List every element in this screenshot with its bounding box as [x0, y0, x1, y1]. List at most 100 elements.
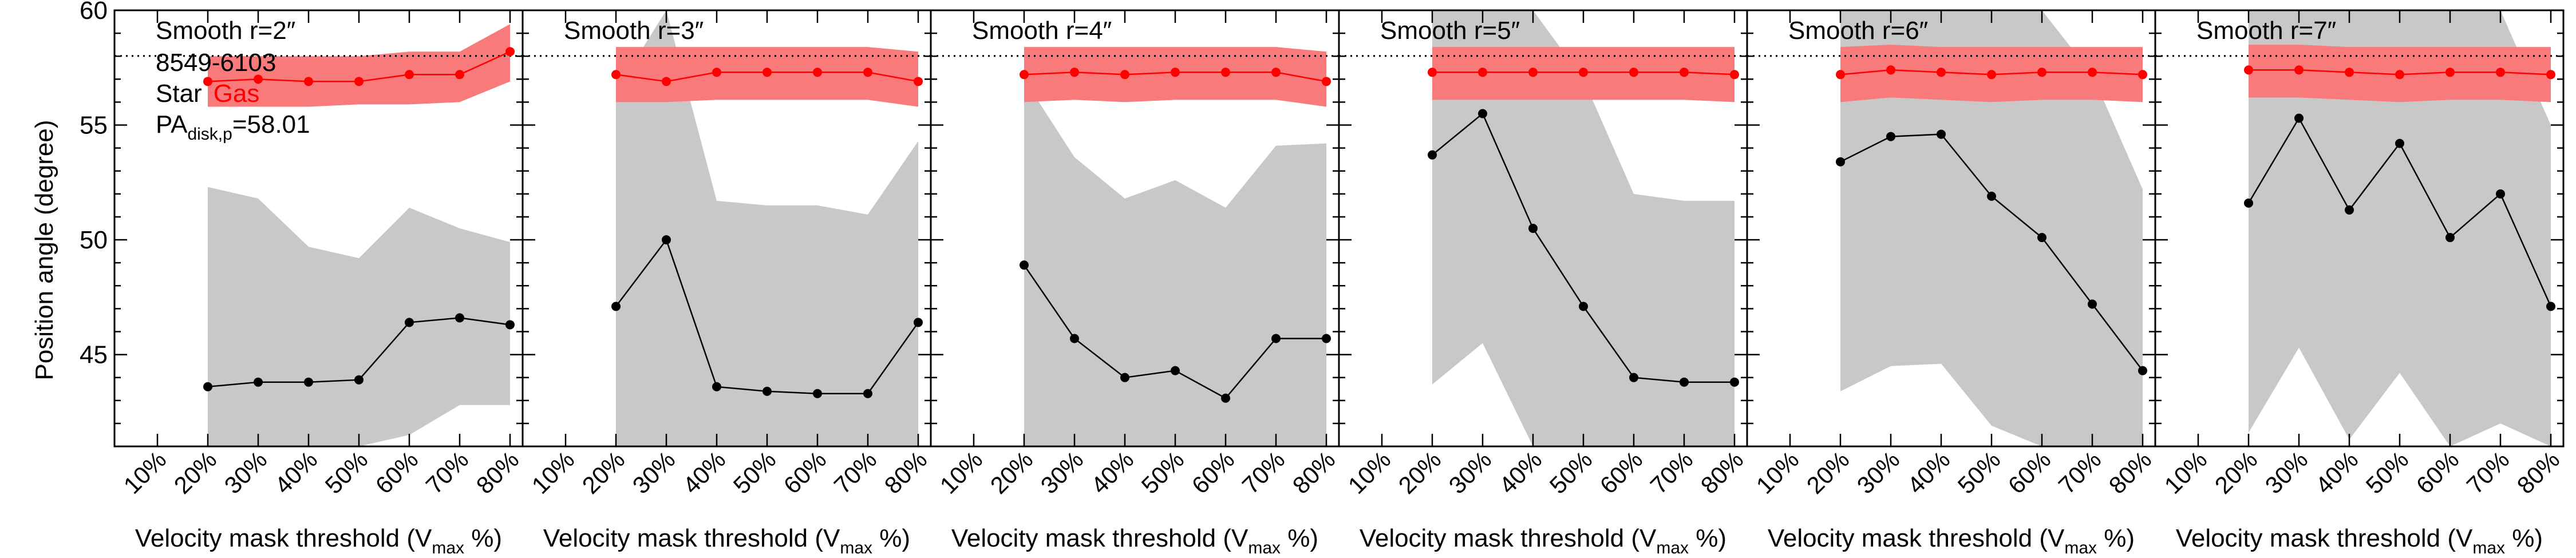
y-axis-label: Position angle (degree) — [30, 120, 58, 381]
panel-title: Smooth r=7″ — [2196, 17, 2336, 45]
chart-panel-5: 10%20%30%40%50%60%70%80% Velocity mask th… — [1746, 9, 2157, 557]
star-data-point — [1579, 302, 1588, 311]
star-data-point — [354, 375, 364, 385]
x-tick-label: 30% — [2260, 446, 2313, 499]
star-data-point — [1528, 224, 1538, 233]
x-tick-label: 40% — [270, 446, 323, 499]
x-tick-label: 60% — [370, 446, 424, 499]
gas-data-point — [1120, 70, 1129, 80]
x-tick-label: 40% — [1494, 446, 1547, 499]
panel-title: Smooth r=2″ — [156, 17, 295, 45]
chart-panel-6: 10%20%30%40%50%60%70%80% Velocity mask th… — [2154, 9, 2565, 557]
star-data-point — [2445, 233, 2455, 243]
gas-data-point — [662, 77, 671, 86]
chart-panel-2: 10%20%30%40%50%60%70%80% Velocity mask th… — [521, 9, 933, 557]
x-tick-label: 50% — [2361, 446, 2414, 499]
star-data-point — [712, 382, 721, 391]
gas-data-point — [1070, 68, 1079, 77]
gas-data-point — [1528, 68, 1538, 77]
star-data-point — [1070, 334, 1079, 343]
gas-data-point — [405, 70, 414, 80]
x-tick-label: 10% — [118, 446, 172, 499]
star-data-point — [1629, 373, 1638, 382]
panel-title: Smooth r=3″ — [564, 17, 704, 45]
gas-data-point — [304, 77, 313, 86]
gas-data-point — [2546, 70, 2555, 80]
star-uncertainty-band — [208, 187, 510, 446]
x-tick-label: 30% — [1036, 446, 1089, 499]
panel-title: Smooth r=6″ — [1788, 17, 1928, 45]
gas-data-point — [1478, 68, 1487, 77]
x-tick-label: 50% — [320, 446, 373, 499]
x-tick-label: 20% — [169, 446, 222, 499]
gas-data-point — [813, 68, 822, 77]
x-tick-label: 80% — [879, 446, 933, 499]
gas-uncertainty-band — [616, 47, 918, 107]
x-tick-label: 70% — [1237, 446, 1290, 499]
x-tick-label: 60% — [1187, 446, 1240, 499]
x-tick-label: 50% — [728, 446, 781, 499]
star-data-point — [762, 386, 772, 396]
x-tick-label: 60% — [779, 446, 832, 499]
chart-panel-1: 45 50 55 60 10%20%30%40%50%60%70%80% Velocity… — [80, 0, 524, 557]
star-data-point — [405, 318, 414, 327]
x-tick-label: 30% — [1444, 446, 1497, 499]
star-data-point — [2345, 205, 2354, 215]
x-tick-label: 80% — [2104, 446, 2157, 499]
gas-data-point — [1271, 68, 1281, 77]
gas-uncertainty-band — [208, 24, 510, 107]
star-data-point — [2088, 299, 2097, 309]
gas-data-point — [455, 70, 464, 80]
star-data-point — [2496, 189, 2505, 199]
star-data-point — [813, 389, 822, 398]
plot-area — [1747, 10, 2155, 446]
x-tick-label: 70% — [421, 446, 474, 499]
star-data-point — [1020, 260, 1029, 270]
x-tick-label: 20% — [577, 446, 630, 499]
gas-data-point — [1171, 68, 1180, 77]
x-axis-label: Velocity mask threshold (Vmax %) — [2176, 524, 2543, 557]
gas-data-point — [2138, 70, 2147, 80]
star-data-point — [2395, 138, 2404, 148]
star-data-point — [611, 302, 621, 311]
x-tick-label: 40% — [1086, 446, 1139, 499]
x-tick-label: 60% — [1595, 446, 1648, 499]
gas-data-point — [1629, 68, 1638, 77]
gas-data-point — [1221, 68, 1230, 77]
gas-legend-label: Gas — [214, 80, 260, 108]
star-data-point — [1171, 366, 1180, 375]
star-data-point — [1987, 191, 1996, 201]
star-data-point — [863, 389, 872, 398]
plot-area — [1339, 10, 1747, 446]
x-tick-label: 40% — [678, 446, 731, 499]
gas-data-point — [712, 68, 721, 77]
gas-data-point — [505, 47, 515, 57]
star-data-point — [2294, 113, 2304, 123]
star-uncertainty-band — [2249, 10, 2551, 446]
x-axis-label: Velocity mask threshold (Vmax %) — [951, 524, 1318, 557]
gas-data-point — [2088, 68, 2097, 77]
star-data-point — [1886, 132, 1895, 141]
gas-data-point — [254, 74, 263, 84]
panels: 4550556010%20%30%40%50%60%70%80%Velocity… — [80, 0, 2565, 557]
star-data-point — [1478, 109, 1487, 118]
x-tick-label: 10% — [527, 446, 580, 499]
star-data-point — [1221, 393, 1230, 403]
gas-data-point — [762, 68, 772, 77]
x-tick-label: 10% — [1751, 446, 1804, 499]
x-tick-label: 40% — [2310, 446, 2364, 499]
gas-data-point — [2445, 68, 2455, 77]
gas-data-point — [1020, 70, 1029, 80]
x-tick-label: 60% — [2003, 446, 2056, 499]
star-uncertainty-band — [1432, 10, 1735, 446]
chart-panel-4: 10%20%30%40%50%60%70%80% Velocity mask th… — [1338, 9, 1748, 557]
y-tick-label: 45 — [80, 341, 108, 369]
star-uncertainty-band — [616, 10, 918, 446]
x-tick-label: 20% — [985, 446, 1038, 499]
x-axis-label: Velocity mask threshold (Vmax %) — [135, 524, 502, 557]
x-axis-label: Velocity mask threshold (Vmax %) — [1360, 524, 1726, 557]
x-tick-label: 30% — [219, 446, 272, 499]
gas-data-point — [611, 70, 621, 80]
x-tick-label: 50% — [1953, 446, 2006, 499]
